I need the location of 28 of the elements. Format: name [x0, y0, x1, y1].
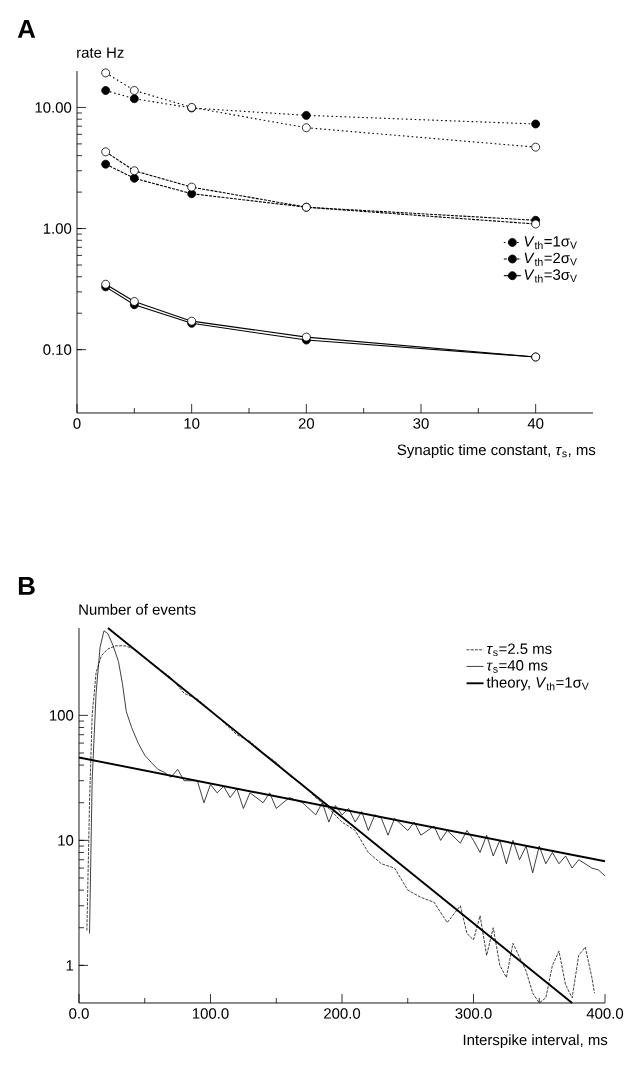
x-tick-label: 40	[527, 418, 544, 429]
legend-label: theory, V$_{th}$=1σ$_{V}$	[486, 676, 589, 691]
x-tick-label: 30	[413, 418, 429, 429]
y-tick-label: 100	[50, 710, 74, 721]
x-tick-label: 0	[73, 418, 81, 429]
chart-title: B	[18, 577, 35, 595]
legend-label: τ$_{s}$=2.5 ms	[487, 643, 552, 657]
x-tick-label: 10	[184, 418, 200, 429]
x-tick-label: 400.0	[586, 1008, 624, 1019]
y-tick-label: 1.00	[43, 223, 72, 234]
legend-label: V$_{th}$=1σ$_{V}$	[524, 236, 577, 250]
legend-label: V$_{th}$=3σ$_{V}$	[524, 269, 577, 283]
x-axis-title: Interspike interval, ms	[463, 1034, 608, 1049]
chart-title: A	[17, 20, 36, 38]
x-axis-title: Synaptic time constant, τ$_{s}$, ms	[397, 444, 596, 459]
y-tick-label: 10	[58, 835, 74, 846]
legend-label: τ$_{s}$=40 ms	[487, 660, 548, 673]
y-tick-label: 1	[66, 960, 74, 971]
x-tick-label: 200.0	[324, 1008, 361, 1019]
x-tick-label: 300.0	[455, 1008, 492, 1019]
x-tick-label: 100.0	[192, 1008, 229, 1019]
legend-label: V$_{th}$=2σ$_{V}$	[524, 252, 577, 266]
y-tick-label: 10.00	[35, 102, 72, 113]
y-tick-label: 0.10	[43, 344, 72, 355]
y-axis-title: rate Hz	[77, 47, 124, 58]
x-tick-label: 20	[298, 418, 315, 429]
x-tick-label: 0.0	[69, 1008, 89, 1019]
y-axis-title: Number of events	[79, 603, 196, 615]
